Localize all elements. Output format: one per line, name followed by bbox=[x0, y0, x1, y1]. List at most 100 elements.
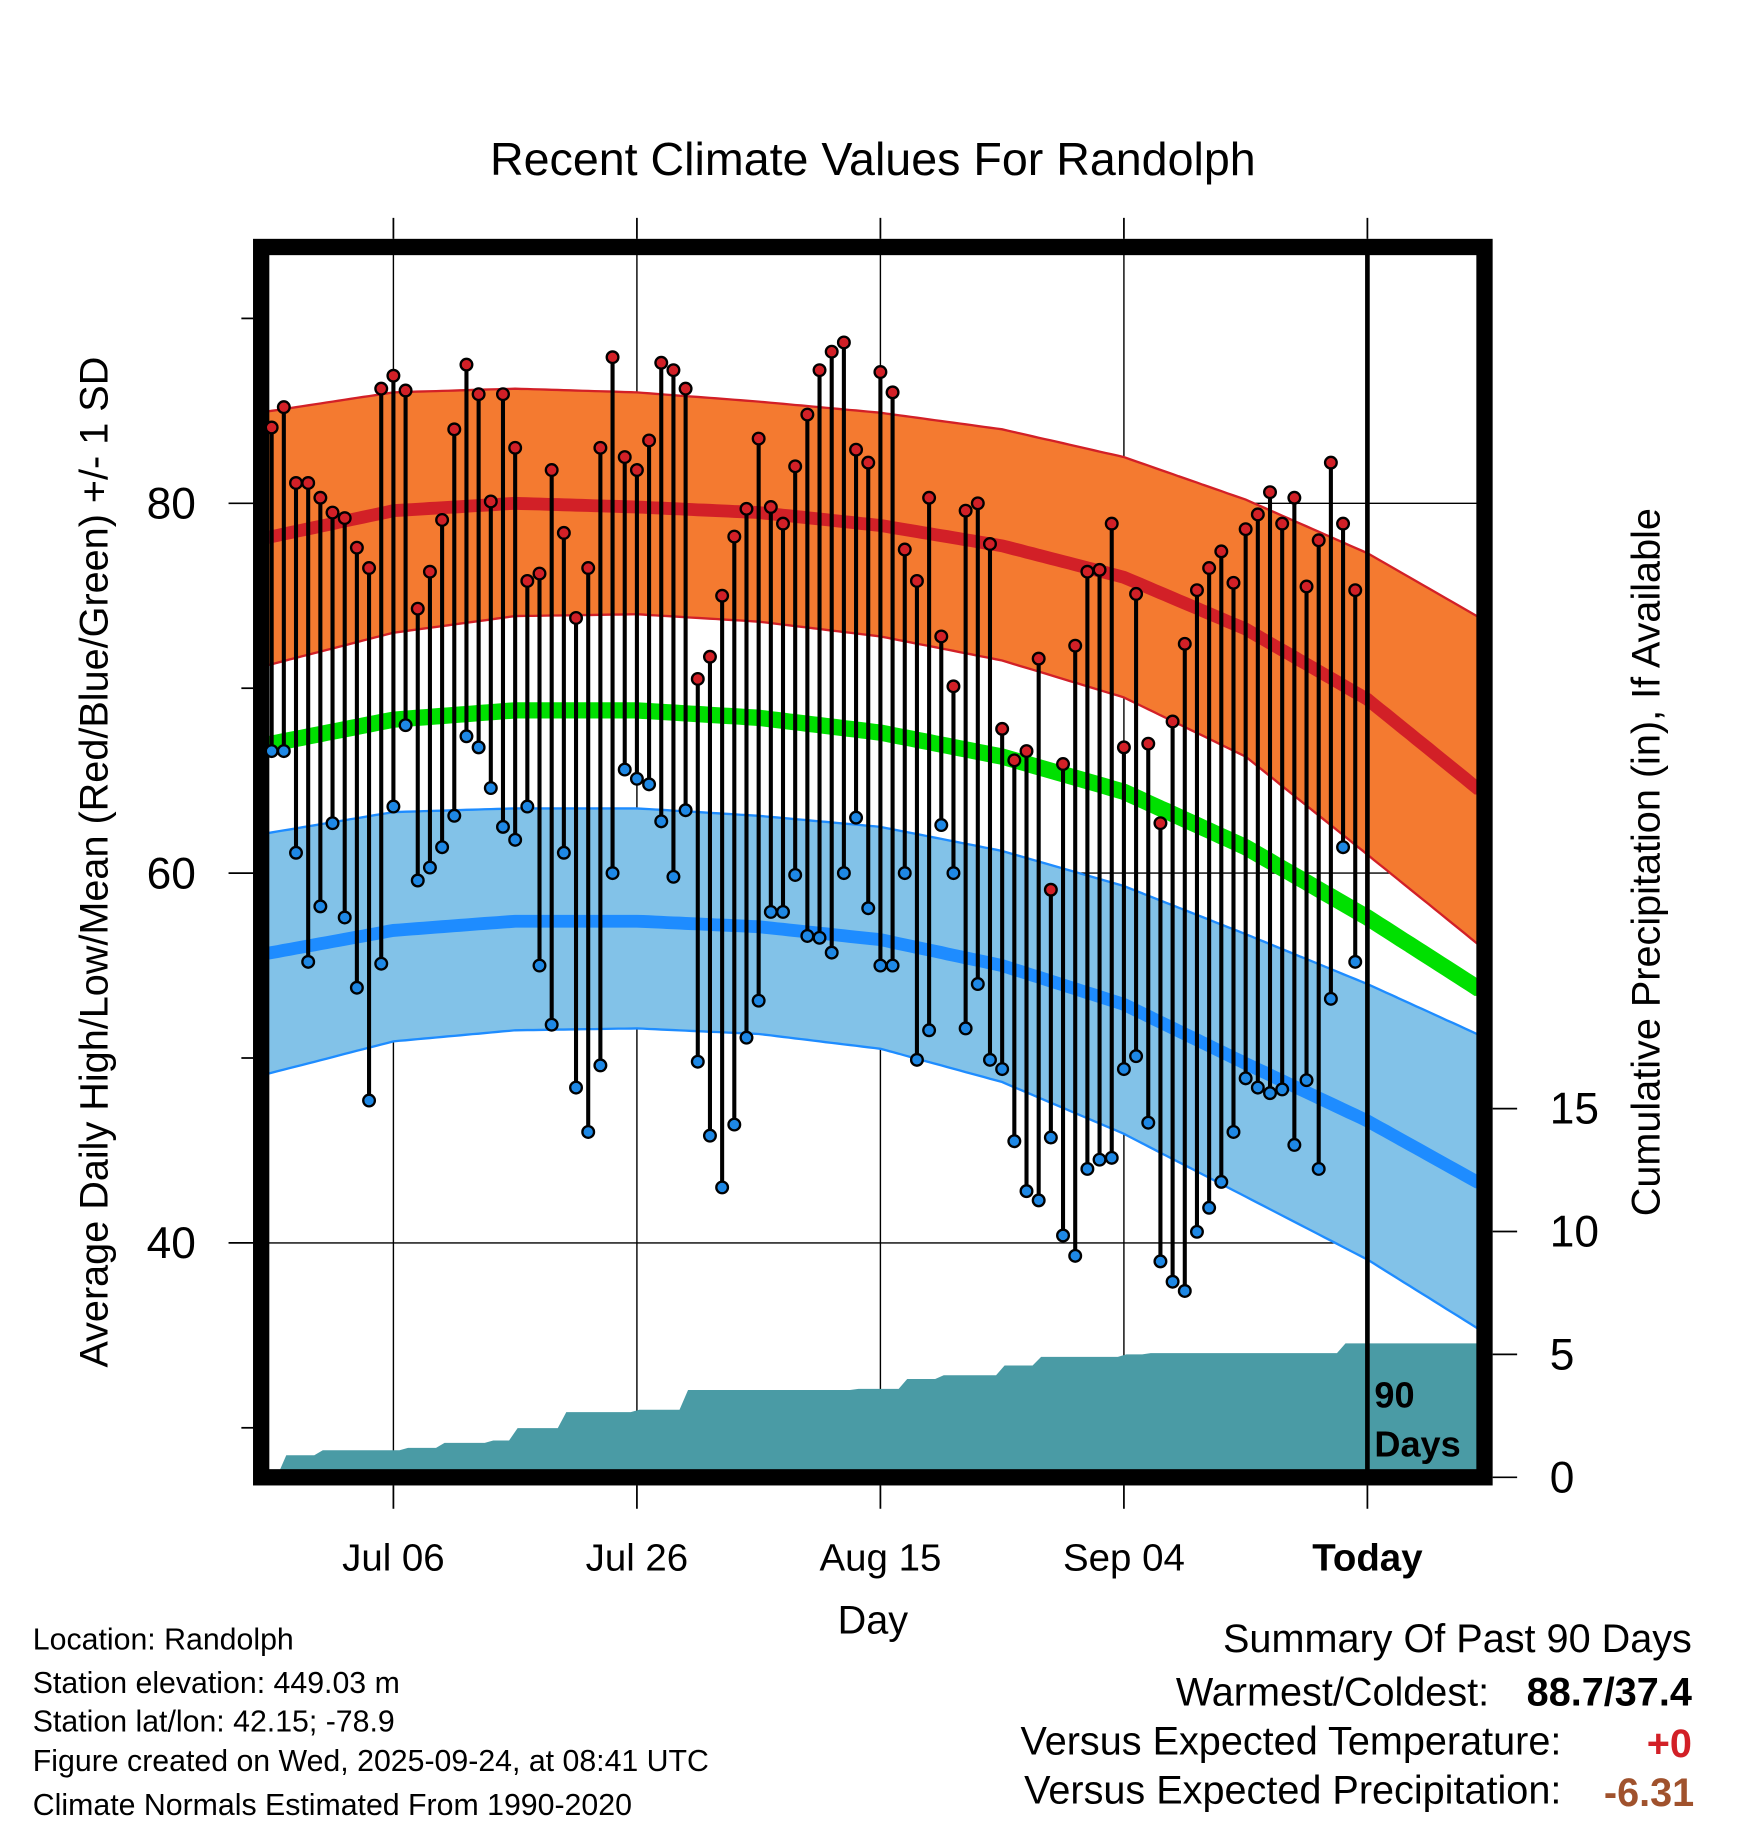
x-tick-label: Aug 15 bbox=[819, 1537, 941, 1580]
x-tick-label: Today bbox=[1312, 1537, 1423, 1580]
daily-high-point bbox=[1007, 753, 1022, 768]
daily-low-point bbox=[1202, 1200, 1217, 1215]
daily-high-point bbox=[873, 365, 888, 380]
daily-high-point bbox=[702, 649, 717, 664]
daily-low-point bbox=[1007, 1134, 1022, 1149]
daily-high-point bbox=[581, 561, 596, 576]
daily-low-point bbox=[885, 958, 900, 973]
daily-low-point bbox=[1311, 1161, 1326, 1176]
daily-high-point bbox=[861, 455, 876, 470]
daily-low-point bbox=[386, 799, 401, 814]
daily-high-point bbox=[495, 387, 510, 402]
daily-low-point bbox=[642, 777, 657, 792]
daily-high-point bbox=[958, 503, 973, 518]
summary-warm-cold-value: 88.7/37.4 bbox=[1527, 1671, 1692, 1715]
daily-low-point bbox=[435, 840, 450, 855]
daily-high-point bbox=[970, 496, 985, 511]
daily-high-point bbox=[812, 363, 827, 378]
daily-low-point bbox=[982, 1052, 997, 1067]
daily-high-point bbox=[1287, 490, 1302, 505]
daily-high-point bbox=[776, 516, 790, 531]
daily-low-point bbox=[313, 899, 328, 914]
daily-high-point bbox=[1043, 882, 1058, 897]
daily-low-point bbox=[1153, 1254, 1168, 1269]
daily-high-point bbox=[1214, 544, 1229, 559]
daily-high-point bbox=[447, 422, 462, 437]
daily-low-point bbox=[715, 1180, 730, 1195]
axes: 90 Days Jul 06 Jul 26 Aug 15 Sep 04 Today 40 60 8… bbox=[147, 217, 1599, 1580]
daily-high-point bbox=[1238, 522, 1253, 537]
daily-high-point bbox=[410, 601, 425, 616]
daily-high-point bbox=[1323, 455, 1338, 470]
daily-high-point bbox=[1141, 736, 1156, 751]
daily-low-point bbox=[581, 1124, 596, 1139]
low-sd-band bbox=[268, 808, 1478, 1328]
daily-low-point bbox=[922, 1023, 937, 1038]
daily-low-point bbox=[1116, 1062, 1131, 1077]
daily-low-point bbox=[812, 930, 827, 945]
daily-high-point bbox=[386, 368, 401, 383]
daily-high-point bbox=[459, 357, 474, 372]
daily-low-point bbox=[970, 977, 985, 992]
daily-low-point bbox=[1275, 1082, 1290, 1097]
daily-low-point bbox=[690, 1054, 705, 1069]
daily-low-point bbox=[495, 819, 510, 834]
footer-created: Figure created on Wed, 2025-09-24, at 08… bbox=[33, 1745, 709, 1778]
daily-high-point bbox=[301, 475, 316, 490]
daily-high-point bbox=[1068, 638, 1083, 653]
summary-title: Summary Of Past 90 Days bbox=[1223, 1617, 1692, 1661]
daily-low-point bbox=[520, 799, 535, 814]
daily-high-point bbox=[849, 442, 864, 457]
y2-tick-label: 10 bbox=[1550, 1208, 1599, 1257]
daily-low-point bbox=[958, 1021, 973, 1036]
daily-high-point bbox=[471, 387, 486, 402]
x-tick-label: Jul 06 bbox=[342, 1537, 445, 1580]
low-lower-edge bbox=[268, 1027, 1478, 1330]
daily-low-point bbox=[739, 1030, 754, 1045]
daily-high-point bbox=[690, 671, 705, 686]
daily-low-point bbox=[289, 845, 303, 860]
daily-high-point bbox=[520, 573, 535, 588]
daily-low-point bbox=[374, 956, 389, 971]
daily-low-point bbox=[849, 810, 864, 825]
daily-low-point bbox=[1299, 1073, 1314, 1088]
daily-high-point bbox=[909, 573, 924, 588]
daily-low-point bbox=[751, 993, 766, 1008]
daily-high-point bbox=[1177, 636, 1192, 651]
daily-high-point bbox=[1311, 533, 1326, 548]
cumulative-precip-area bbox=[279, 1343, 1478, 1471]
daily-high-point bbox=[1348, 583, 1363, 598]
daily-low-point bbox=[605, 866, 620, 881]
daily-low-point bbox=[727, 1117, 742, 1132]
daily-low-point bbox=[1129, 1049, 1144, 1064]
daily-high-point bbox=[1019, 744, 1034, 759]
daily-high-point bbox=[727, 529, 742, 544]
daily-high-point bbox=[1165, 714, 1180, 729]
daily-high-point bbox=[276, 400, 291, 415]
y-tick-label: 40 bbox=[147, 1219, 196, 1268]
summary-precip-label: Versus Expected Precipitation: bbox=[1024, 1769, 1561, 1813]
daily-high-point bbox=[739, 501, 754, 516]
daily-low-point bbox=[1056, 1228, 1071, 1243]
daily-high-point bbox=[1250, 507, 1265, 522]
daily-high-point bbox=[1202, 561, 1217, 576]
daily-low-point bbox=[909, 1052, 924, 1067]
daily-low-point bbox=[1019, 1184, 1034, 1199]
daily-high-point bbox=[337, 511, 352, 526]
daily-low-point bbox=[447, 808, 462, 823]
daily-high-point bbox=[544, 463, 559, 478]
footer-elevation: Station elevation: 449.03 m bbox=[33, 1667, 400, 1700]
daily-low-point bbox=[422, 860, 437, 875]
daily-high-point bbox=[824, 344, 839, 359]
daily-high-point bbox=[398, 383, 413, 398]
daily-low-point bbox=[1226, 1124, 1241, 1139]
daily-low-point bbox=[362, 1093, 377, 1108]
daily-high-point bbox=[1189, 583, 1204, 598]
daily-high-point bbox=[922, 490, 937, 505]
daily-high-point bbox=[593, 440, 608, 455]
daily-low-point bbox=[398, 718, 413, 733]
daily-low-point bbox=[483, 781, 498, 796]
daily-low-point bbox=[459, 729, 474, 744]
daily-high-point bbox=[1263, 485, 1277, 500]
daily-low-point bbox=[337, 910, 352, 925]
